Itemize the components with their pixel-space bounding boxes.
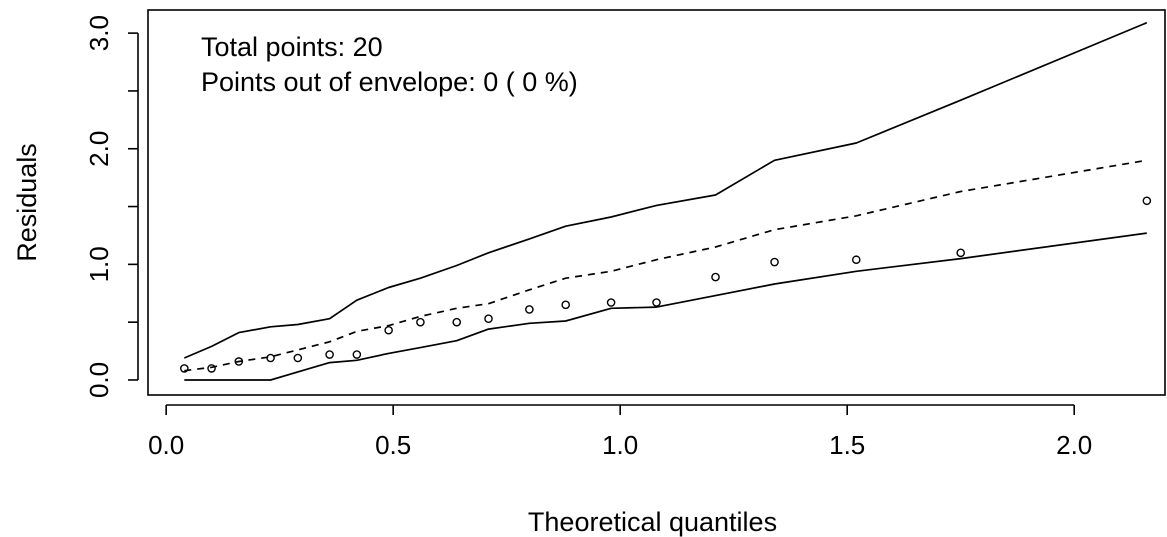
- residual-point: [266, 353, 275, 363]
- residual-point: [234, 357, 244, 366]
- residual-point: [352, 350, 362, 359]
- envelope-bound-line: [183, 21, 1148, 359]
- residual-point: [711, 272, 720, 282]
- y-tick-label: 0.0: [84, 362, 114, 398]
- x-tick-label: 0.5: [375, 430, 411, 460]
- residual-point: [652, 298, 661, 307]
- plot-frame: [147, 9, 1166, 396]
- residual-point: [770, 257, 779, 267]
- x-axis: 0.0 0.5 1.0 1.5 2.0: [148, 404, 1092, 460]
- residual-point: [325, 350, 334, 359]
- residual-point: [561, 300, 570, 310]
- residual-point: [851, 255, 861, 265]
- y-axis-title: Residuals: [12, 143, 42, 262]
- annotation-points-out-of-envelope: Points out of envelope: 0 ( 0 %): [201, 67, 578, 97]
- x-tick-label: 2.0: [1056, 430, 1092, 460]
- residual-point: [384, 325, 393, 335]
- residual-point: [1142, 196, 1152, 206]
- residual-point: [180, 364, 189, 373]
- residual-point: [525, 305, 534, 314]
- x-tick-label: 1.0: [602, 430, 638, 460]
- annotation-total-points: Total points: 20: [201, 32, 383, 62]
- points-layer: [180, 196, 1152, 373]
- residual-point: [293, 353, 303, 363]
- envelope-bound-line: [184, 232, 1147, 381]
- residual-point: [452, 317, 462, 327]
- residual-point: [207, 364, 216, 373]
- envelope-median-line: [184, 159, 1147, 372]
- y-tick-label: 2.0: [84, 131, 114, 167]
- y-axis: 0.0 1.0 2.0 3.0: [84, 15, 139, 398]
- y-tick-label: 1.0: [84, 246, 114, 282]
- y-tick-label: 3.0: [84, 15, 114, 51]
- residual-point: [606, 298, 616, 307]
- x-tick-label: 0.0: [148, 430, 184, 460]
- residual-point: [956, 248, 965, 258]
- series-layer: [183, 21, 1148, 381]
- residual-point: [416, 317, 425, 327]
- x-tick-label: 1.5: [829, 430, 865, 460]
- x-axis-title: Theoretical quantiles: [528, 507, 777, 537]
- residual-point: [484, 314, 493, 323]
